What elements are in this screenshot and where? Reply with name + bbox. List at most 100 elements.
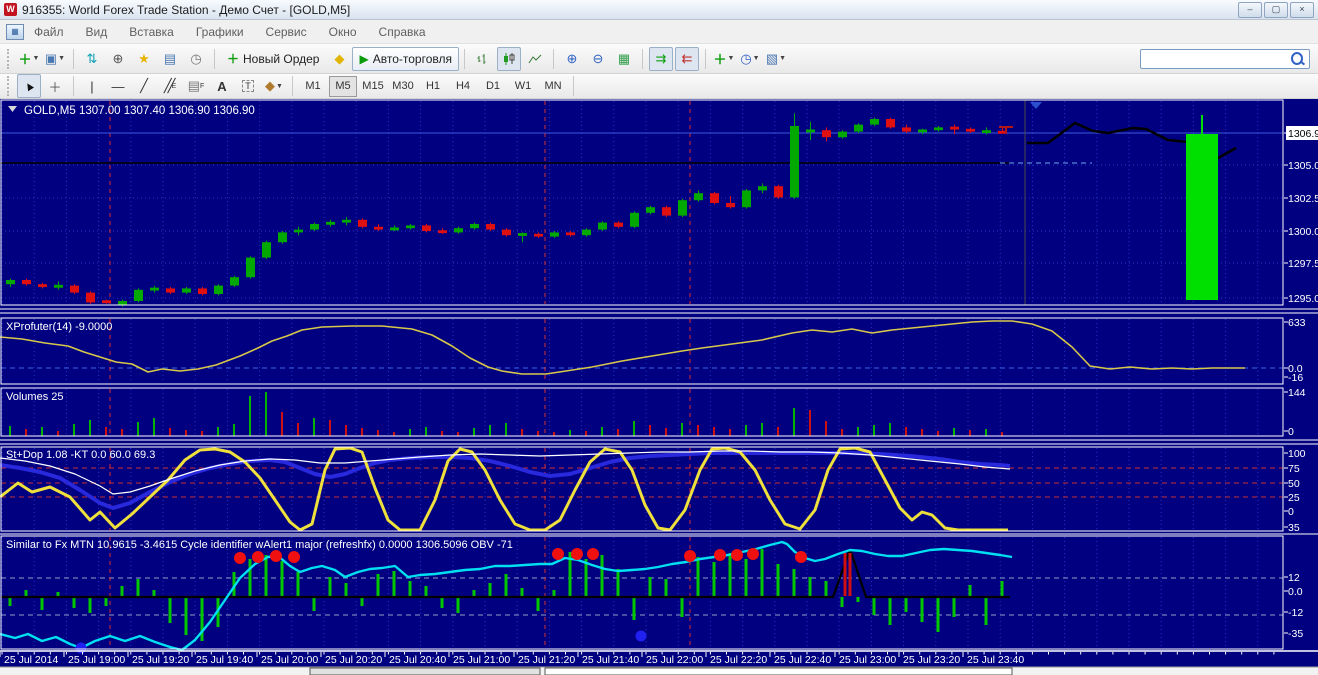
search-icon[interactable] <box>1291 52 1303 65</box>
fibonacci-button[interactable]: ▤ F <box>187 78 205 93</box>
text-tool-button[interactable]: A <box>210 74 234 98</box>
text-a-icon: A <box>217 78 227 94</box>
chart-shift-button[interactable]: ⇇ <box>674 46 699 71</box>
alert-dot-red <box>747 548 759 560</box>
xprofuter-panel[interactable] <box>0 320 1245 375</box>
vertical-line-button[interactable]: | <box>80 74 104 98</box>
menu-insert[interactable]: Вставка <box>129 24 174 39</box>
new-order-button[interactable]: ＋ Новый Ордер <box>220 47 326 71</box>
profiles-button[interactable]: ▣ ▼ <box>43 47 67 71</box>
templates-button[interactable]: ▧ ▼ <box>764 47 788 71</box>
periods-button[interactable]: ◷ ▼ <box>738 47 762 71</box>
minimize-button[interactable]: – <box>1238 1 1262 18</box>
new-chart-button[interactable]: ＋ ▼ <box>17 47 41 71</box>
timeframe-w1[interactable]: W1 <box>514 80 532 92</box>
chevron-down-icon: ▼ <box>58 55 66 62</box>
alert-dot-red <box>731 549 743 561</box>
panel-borders <box>0 99 1318 652</box>
menu-help[interactable]: Справка <box>378 24 426 39</box>
menu-file[interactable]: Файл <box>34 24 64 39</box>
crosshair-tool-button[interactable]: ＋ <box>43 74 67 98</box>
terminal-button[interactable]: ▤ <box>158 47 182 71</box>
candle-chart-button[interactable] <box>496 46 521 71</box>
search-input[interactable] <box>1141 51 1291 66</box>
alert-dot-red <box>684 550 696 562</box>
autoscroll-button[interactable]: ⇉ <box>648 46 673 71</box>
volumes-panel[interactable] <box>9 392 1003 436</box>
tile-windows-button[interactable]: ▦ <box>612 47 636 71</box>
toolbar-separator <box>573 76 574 96</box>
market-watch-button[interactable]: ⇅ <box>80 47 104 71</box>
timeframe-m5[interactable]: M5 <box>329 75 357 97</box>
timeframe-mn[interactable]: MN <box>544 80 562 92</box>
horizontal-line-button[interactable]: — <box>106 74 130 98</box>
toolbar-separator <box>552 48 554 69</box>
timeframe-m1[interactable]: M1 <box>305 80 321 92</box>
svg-text:-16: -16 <box>1288 372 1303 384</box>
line-chart-button[interactable] <box>523 47 547 71</box>
svg-text:25 Jul 22:20: 25 Jul 22:20 <box>710 654 767 666</box>
gold-m5-chart[interactable]: 1306.90 1305.00 1302.50 1300.00 1297.50 1295.… <box>0 99 1318 675</box>
symbol-search-box <box>1140 48 1310 69</box>
candlestick-series <box>6 113 1007 307</box>
profiles-icon: ▣ <box>44 50 58 66</box>
tester-clock-icon: ◷ <box>190 50 202 66</box>
horizontal-line-icon: — <box>111 78 125 94</box>
time-axis[interactable]: 25 Jul 2014 25 Jul 19:00 25 Jul 19:20 25 Ju… <box>0 652 1275 666</box>
svg-text:35: 35 <box>1288 522 1300 534</box>
alert-dot-red <box>270 550 282 562</box>
text-label-button[interactable]: T <box>236 74 260 98</box>
price-axis[interactable]: 1306.90 1305.00 1302.50 1300.00 1297.50 1295.… <box>1284 126 1318 640</box>
data-window-button[interactable]: ⊕ <box>106 47 130 71</box>
menu-view[interactable]: Вид <box>85 24 108 39</box>
menu-window[interactable]: Окно <box>328 24 357 39</box>
trendline-button[interactable]: ╱ <box>132 74 156 98</box>
market-watch-icon: ⇅ <box>86 50 98 66</box>
metaeditor-button[interactable]: ◆ <box>327 47 351 71</box>
svg-text:25 Jul 20:40: 25 Jul 20:40 <box>389 654 446 666</box>
svg-text:1300.00: 1300.00 <box>1288 226 1318 238</box>
autoscroll-icon: ⇉ <box>655 50 667 66</box>
toolbar-separator <box>214 48 215 69</box>
indicators-icon: ＋ <box>713 52 727 67</box>
channel-button[interactable]: ╱╱ E <box>163 78 177 93</box>
indicators-button[interactable]: ＋ ▼ <box>712 47 736 71</box>
toolbar-separator <box>73 76 74 96</box>
navigator-button[interactable]: ★ <box>132 47 156 71</box>
chart-window-icon: ▦ <box>6 23 24 40</box>
zoom-out-button[interactable]: ⊖ <box>586 47 610 71</box>
cursor-tool-button[interactable]: ▲ <box>17 74 41 98</box>
main-price-panel[interactable] <box>0 100 1283 307</box>
bar-chart-button[interactable] <box>471 47 495 71</box>
clock-icon: ◷ <box>740 50 752 66</box>
zoom-out-icon: ⊖ <box>592 50 604 66</box>
svg-text:1297.50: 1297.50 <box>1288 258 1318 270</box>
menu-charts[interactable]: Графики <box>195 24 244 39</box>
autotrade-label: Авто-торговля <box>372 51 452 66</box>
svg-text:50: 50 <box>1288 478 1300 490</box>
svg-text:25 Jul 23:20: 25 Jul 23:20 <box>903 654 960 666</box>
arrows-button[interactable]: ◆ ▼ <box>262 74 286 98</box>
timeframe-d1[interactable]: D1 <box>485 80 501 92</box>
timeframe-m15[interactable]: M15 <box>362 80 384 92</box>
menu-service[interactable]: Сервис <box>265 24 307 39</box>
stdop-panel[interactable] <box>0 446 1011 532</box>
timeframe-h1[interactable]: H1 <box>425 80 441 92</box>
close-button[interactable]: × <box>1290 1 1314 18</box>
zoom-in-button[interactable]: ⊕ <box>560 47 584 71</box>
svg-text:1295.00: 1295.00 <box>1288 293 1318 305</box>
panel-labels: GOLD,M5 1307.00 1307.40 1306.90 1306.90 X… <box>6 105 513 551</box>
svg-text:633: 633 <box>1288 317 1306 329</box>
maximize-button[interactable]: ▢ <box>1264 1 1288 18</box>
timeframe-h4[interactable]: H4 <box>455 80 471 92</box>
svg-text:25 Jul 22:00: 25 Jul 22:00 <box>646 654 703 666</box>
svg-text:25 Jul 23:00: 25 Jul 23:00 <box>839 654 896 666</box>
strategy-tester-button[interactable]: ◷ <box>184 47 208 71</box>
timeframe-m30[interactable]: M30 <box>392 80 414 92</box>
standard-toolbar: ＋ ▼ ▣ ▼ ⇅ ⊕ ★ ▤ ◷ ＋ Новый Ордер ◆ ▶ Авто-т… <box>0 44 1318 74</box>
fibonacci-icon: ▤ <box>187 78 200 93</box>
autotrade-button[interactable]: ▶ Авто-торговля <box>352 46 459 71</box>
chart-area[interactable]: 1306.90 1305.00 1302.50 1300.00 1297.50 1295.… <box>0 99 1318 675</box>
alert-dot-red <box>795 551 807 563</box>
svg-text:100: 100 <box>1288 448 1306 460</box>
